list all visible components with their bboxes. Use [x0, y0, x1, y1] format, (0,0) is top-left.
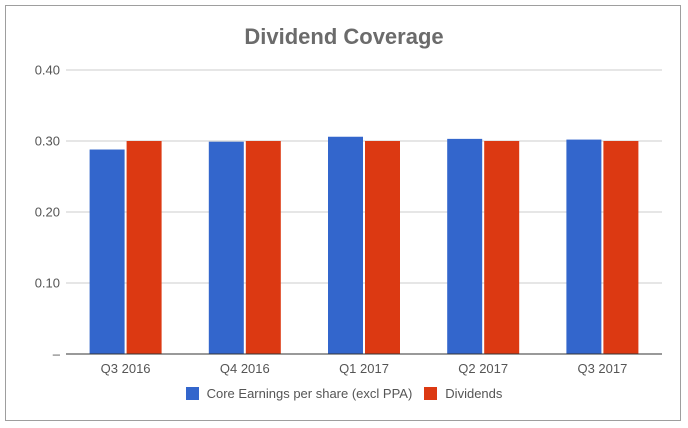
y-tick-label: 0.20 [35, 205, 60, 220]
bar-dividends [245, 141, 281, 354]
bar-dividends [603, 141, 639, 354]
y-tick-label: 0.30 [35, 134, 60, 149]
x-tick-label: Q1 2017 [339, 361, 389, 376]
legend-swatch-core-earnings [185, 387, 199, 400]
x-tick-label: Q4 2016 [220, 361, 270, 376]
y-tick-label: 0.10 [35, 276, 60, 291]
x-tick-label: Q2 2017 [458, 361, 508, 376]
bar-dividends [126, 141, 162, 354]
bar-dividends [484, 141, 520, 354]
x-tick-label: Q3 2016 [101, 361, 151, 376]
chart-title: Dividend Coverage [244, 24, 444, 49]
bar-dividends [365, 141, 400, 354]
legend-item-dividends: Dividends [424, 386, 502, 401]
y-tick-label: 0.40 [35, 63, 60, 78]
chart-legend: Core Earnings per share (excl PPA) Divid… [0, 386, 688, 401]
bar-core-earnings [566, 139, 602, 354]
legend-label-dividends: Dividends [445, 386, 503, 401]
x-tick-label: Q3 2017 [577, 361, 627, 376]
legend-swatch-dividends [424, 387, 438, 400]
bar-core-earnings [89, 149, 125, 354]
bar-core-earnings [208, 141, 244, 354]
bar-core-earnings [328, 136, 363, 354]
legend-item-core-earnings: Core Earnings per share (excl PPA) [185, 386, 413, 401]
bar-core-earnings [447, 138, 483, 354]
legend-label-core-earnings: Core Earnings per share (excl PPA) [206, 386, 413, 401]
y-tick-label: – [53, 347, 61, 362]
